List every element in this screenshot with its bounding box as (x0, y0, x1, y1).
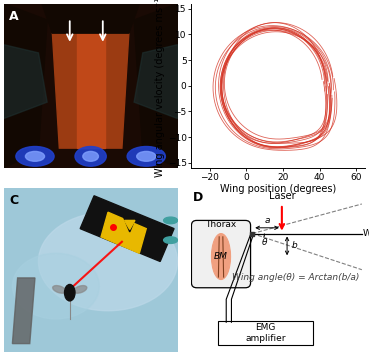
Polygon shape (13, 278, 35, 344)
Text: Laser: Laser (269, 191, 295, 201)
Ellipse shape (16, 146, 54, 166)
Ellipse shape (127, 146, 165, 166)
Ellipse shape (53, 285, 66, 293)
Ellipse shape (73, 285, 87, 293)
Ellipse shape (75, 146, 106, 166)
Bar (77, 33, 104, 148)
FancyBboxPatch shape (218, 321, 313, 345)
Text: BM: BM (214, 252, 228, 261)
Polygon shape (4, 4, 47, 168)
Ellipse shape (25, 151, 45, 161)
Bar (250, 232, 254, 236)
Polygon shape (134, 45, 177, 118)
Text: C: C (9, 194, 18, 207)
Text: a: a (264, 215, 270, 224)
Ellipse shape (211, 234, 231, 280)
Polygon shape (42, 4, 139, 33)
Text: Wing: Wing (363, 229, 369, 238)
Text: EMG
amplifier: EMG amplifier (245, 323, 286, 342)
Polygon shape (124, 217, 136, 232)
Text: b: b (292, 241, 297, 250)
X-axis label: Wing position (degrees): Wing position (degrees) (220, 185, 337, 195)
Ellipse shape (65, 284, 75, 301)
Text: A: A (9, 10, 18, 23)
Text: D: D (193, 191, 203, 204)
Y-axis label: Wing angular velocity (degrees ms⁻¹): Wing angular velocity (degrees ms⁻¹) (155, 0, 165, 177)
Polygon shape (124, 220, 135, 229)
Ellipse shape (163, 217, 177, 224)
Text: Wing angle(θ) = Arctan(b/a): Wing angle(θ) = Arctan(b/a) (232, 274, 359, 283)
Text: θ: θ (262, 238, 268, 247)
Text: Thorax: Thorax (206, 220, 237, 229)
Polygon shape (52, 33, 129, 148)
Ellipse shape (137, 151, 156, 161)
Ellipse shape (83, 151, 99, 161)
Polygon shape (4, 45, 47, 118)
Polygon shape (134, 4, 177, 168)
Ellipse shape (163, 237, 177, 243)
Ellipse shape (13, 253, 99, 319)
FancyBboxPatch shape (192, 220, 251, 288)
Polygon shape (80, 196, 174, 261)
Ellipse shape (38, 212, 177, 311)
Polygon shape (101, 212, 146, 253)
